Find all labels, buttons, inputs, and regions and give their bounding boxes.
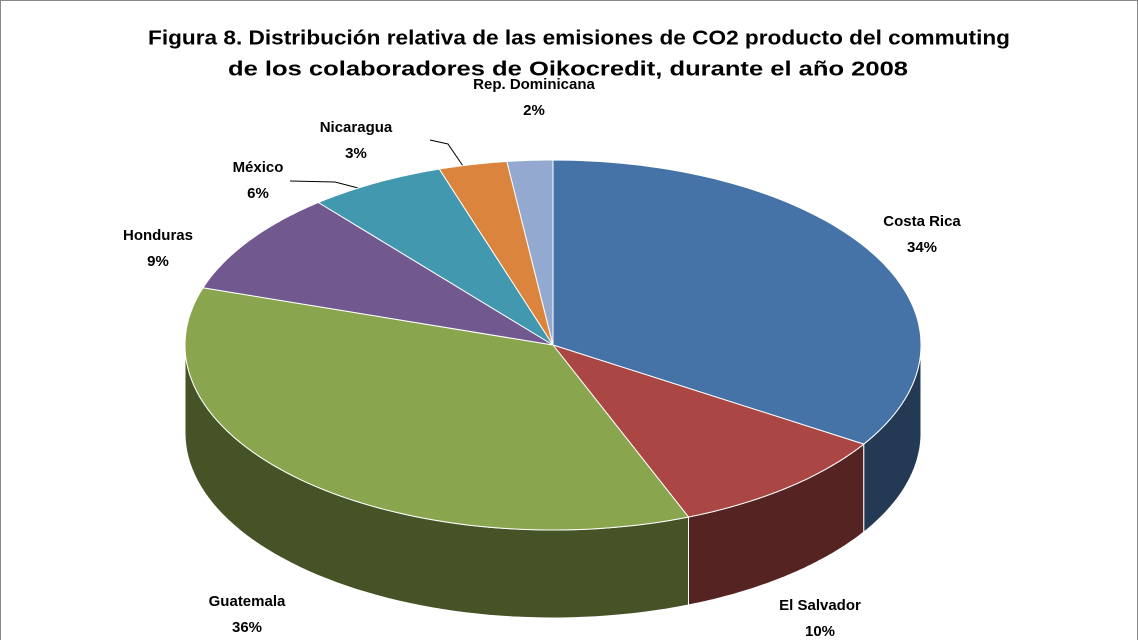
slice-top: [202, 201, 554, 346]
value-label: 36%: [232, 619, 262, 636]
slice-top: [552, 159, 922, 445]
chart-title: de los colaboradores de Oikocredit, dura…: [228, 58, 908, 80]
category-label: Guatemala: [209, 593, 286, 610]
value-label: 6%: [247, 185, 269, 202]
category-label: Nicaragua: [320, 119, 393, 136]
pie-slice: [506, 159, 554, 346]
slice-top: [506, 159, 554, 346]
slice-top: [438, 161, 554, 346]
category-label: México: [233, 159, 284, 176]
value-label: 10%: [805, 623, 835, 640]
pie-slice: [317, 168, 554, 346]
value-label: 2%: [523, 102, 545, 119]
leader-line: [289, 180, 363, 190]
slice-top: [317, 168, 554, 346]
pie-slice: [552, 159, 922, 534]
category-label: El Salvador: [779, 597, 861, 614]
pie-slice: [202, 201, 554, 346]
category-label: Rep. Dominicana: [473, 76, 595, 93]
pie-slice: [438, 161, 554, 346]
value-label: 9%: [147, 253, 169, 270]
category-label: Honduras: [123, 227, 193, 244]
value-label: 3%: [345, 145, 367, 162]
value-label: 34%: [907, 239, 937, 256]
leader-line: [429, 139, 464, 167]
category-label: Costa Rica: [883, 213, 961, 230]
chart-title: Figura 8. Distribución relativa de las e…: [148, 27, 1010, 49]
slice-top: [184, 287, 690, 531]
slice-top: [551, 344, 865, 518]
pie-slice: [184, 287, 690, 619]
